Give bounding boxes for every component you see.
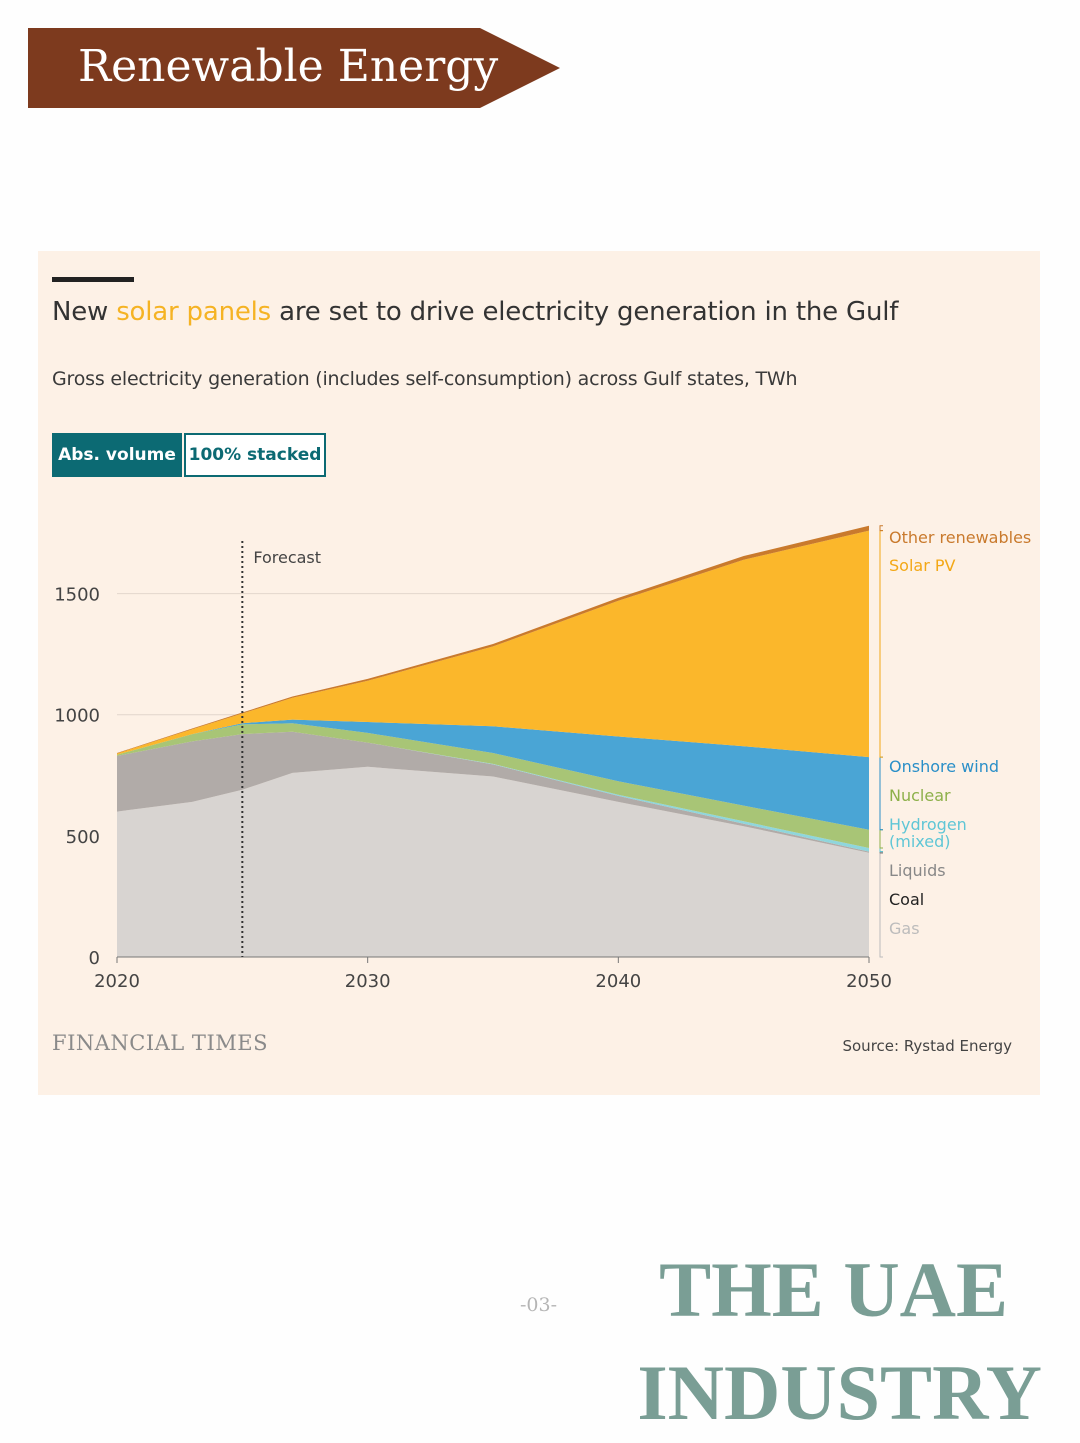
page-number: -03- [520,1294,558,1316]
legend-bracket-gas [879,852,883,958]
title-post: are set to drive electricity generation … [271,297,899,327]
x-tick-label: 2040 [595,971,641,991]
legend-label-nuclear: Nuclear [889,786,951,805]
area-chart: 0 500 1000 1500 2020 2030 2040 2050 Forecast Gas… [54,525,1031,991]
legend-label-coal: Coal [889,890,924,909]
legend-label-liquids: Liquids [889,861,946,880]
chart-title: New solar panels are set to drive electr… [52,297,898,327]
chart-card: New solar panels are set to drive electr… [38,251,1040,1095]
banner-title: Renewable Energy [78,41,499,92]
title-pre: New [52,297,117,327]
section-banner: Renewable Energy [28,28,560,108]
title-highlight: solar panels [116,297,272,327]
stacked-100-toggle[interactable]: 100% stacked [184,433,326,477]
x-tick-label: 2030 [345,971,391,991]
title-rule [52,277,134,282]
legend-label-onshore-wind: Onshore wind [889,757,999,776]
area-liquids [117,731,869,853]
legend-bracket-solar-pv [879,530,883,758]
y-tick-label: 0 [89,948,100,969]
forecast-label: Forecast [253,548,321,567]
area-nuclear [117,723,869,848]
legend-label-solar-pv: Solar PV [889,556,956,575]
abs-volume-toggle[interactable]: Abs. volume [52,433,182,477]
y-tick-label: 1000 [54,706,100,727]
ft-logo: FINANCIAL TIMES [52,1031,268,1055]
legend-bracket-other-renewables [879,525,883,532]
footer-title-line2: INDUSTRY [637,1349,1042,1436]
legend-label-other-renewables: Other renewables [889,528,1031,547]
area-solar-pv [117,530,869,758]
x-tick-label: 2050 [846,971,892,991]
source-note: Source: Rystad Energy [842,1037,1012,1055]
legend-bracket-hydrogen-mixed [879,847,883,853]
chart-subtitle: Gross electricity generation (includes s… [52,368,798,390]
x-tick-label: 2020 [94,971,140,991]
y-tick-label: 500 [66,827,100,848]
area-onshore-wind [117,719,869,830]
area-gas [117,766,869,957]
footer-title-line1: THE UAE [659,1246,1008,1333]
banner-arrow-shape [28,28,560,108]
legend-bracket-nuclear [879,829,883,849]
legend-label-gas: Gas [889,919,920,938]
legend-bracket-onshore-wind [879,756,883,831]
legend-label-hydrogen-mixed: Hydrogen (mixed) [889,815,967,851]
y-tick-label: 1500 [54,585,100,606]
